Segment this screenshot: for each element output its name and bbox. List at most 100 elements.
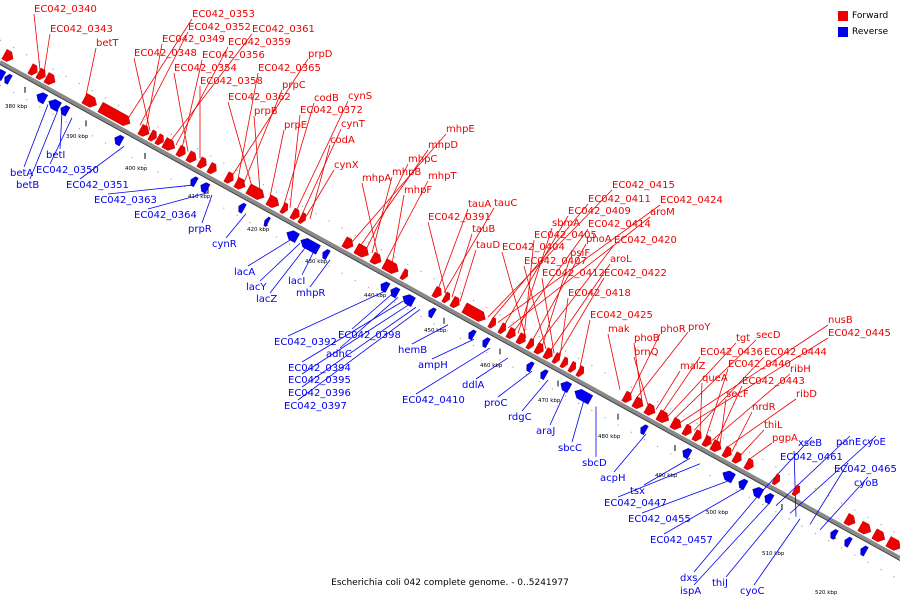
forward-gene — [567, 360, 577, 373]
forward-gene — [461, 302, 486, 322]
forward-gene — [871, 528, 886, 543]
reverse-leader — [613, 433, 647, 473]
reverse-leader — [301, 303, 411, 375]
forward-gene-label: sbmA — [552, 218, 580, 229]
reverse-leader — [225, 213, 247, 239]
forward-leader — [283, 102, 315, 205]
reverse-leader — [351, 293, 393, 330]
reverse-gene — [36, 92, 49, 105]
reverse-gene — [640, 424, 649, 436]
forward-leader — [289, 114, 301, 208]
reverse-leader — [753, 518, 801, 586]
reverse-gene — [526, 361, 535, 373]
forward-gene-label: EC042_0404 — [502, 242, 565, 253]
reverse-gene-label: prpR — [188, 224, 212, 235]
forward-gene — [196, 156, 207, 169]
forward-gene-label: nusB — [828, 315, 853, 326]
reverse-gene-label: mhpR — [296, 288, 325, 299]
legend-label-forward: Forward — [852, 11, 889, 21]
forward-gene-label: EC042_0422 — [604, 268, 667, 279]
reverse-gene — [190, 176, 199, 188]
forward-gene-label: EC042_0436 — [700, 347, 763, 358]
reverse-leader — [793, 450, 797, 517]
tick-label: 490 kbp — [655, 473, 678, 479]
forward-gene — [743, 457, 754, 471]
forward-gene-label: psiF — [570, 248, 590, 259]
forward-leader — [559, 297, 569, 357]
forward-leader — [43, 33, 51, 73]
reverse-gene — [752, 486, 765, 499]
forward-gene — [154, 133, 164, 146]
tick-label: 500 kbp — [706, 510, 729, 516]
reverse-gene — [238, 202, 247, 214]
reverse-leader — [23, 104, 49, 168]
reverse-track-dots — [0, 84, 900, 581]
forward-gene — [369, 251, 382, 265]
forward-leader — [85, 47, 97, 96]
forward-gene — [721, 445, 732, 459]
forward-gene — [487, 316, 497, 329]
forward-gene-label: EC042_0440 — [728, 359, 791, 370]
reverse-gene-label: cyoB — [854, 478, 879, 489]
forward-gene-label: EC042_0353 — [192, 9, 255, 20]
reverse-gene-label: cyoE — [862, 437, 886, 448]
reverse-leader — [259, 243, 301, 282]
reverse-gene-label: xseB — [798, 438, 822, 449]
forward-gene-label: prpB — [254, 106, 278, 117]
forward-leader — [169, 33, 253, 142]
forward-gene-label: EC042_0425 — [590, 310, 653, 321]
forward-gene — [497, 322, 507, 335]
forward-leader — [633, 356, 649, 406]
forward-track-dots — [0, 39, 900, 536]
forward-gene — [533, 342, 544, 355]
reverse-gene — [468, 329, 477, 341]
forward-gene-label: tauB — [472, 224, 495, 235]
forward-gene-label: phoB — [634, 333, 660, 344]
reverse-leader — [693, 502, 771, 586]
reverse-gene — [540, 369, 549, 381]
forward-leader — [715, 385, 743, 443]
forward-gene — [643, 402, 656, 416]
reverse-gene-label: EC042_0395 — [288, 375, 351, 386]
tick-label: 450 kbp — [424, 328, 447, 334]
forward-gene — [575, 365, 585, 378]
reverse-gene-label: EC042_0397 — [284, 401, 347, 412]
reverse-gene — [722, 470, 736, 484]
forward-gene-label: EC042_0409 — [568, 206, 631, 217]
forward-gene — [399, 268, 409, 281]
forward-leader — [693, 356, 765, 431]
forward-gene-label: EC042_0411 — [588, 194, 651, 205]
reverse-gene-label: dxs — [680, 573, 697, 584]
reverse-gene-label: EC042_0410 — [402, 395, 465, 406]
forward-gene-label: EC042_0418 — [568, 288, 631, 299]
forward-leader — [497, 204, 661, 323]
reverse-gene-label: EC042_0394 — [288, 363, 351, 374]
forward-gene — [147, 129, 157, 142]
reverse-gene — [380, 281, 391, 293]
reverse-leader — [497, 370, 533, 398]
forward-leader — [295, 100, 349, 212]
reverse-gene-label: lacA — [234, 267, 255, 278]
reverse-gene-label: lacI — [288, 276, 305, 287]
forward-gene-label: EC042_0445 — [828, 328, 891, 339]
forward-gene-label: EC042_0359 — [228, 37, 291, 48]
forward-gene-label: mhpE — [446, 124, 475, 135]
forward-gene-label: betT — [96, 38, 119, 49]
forward-leader — [133, 57, 151, 131]
forward-gene-label: tgt — [736, 333, 750, 344]
forward-leader — [579, 319, 591, 368]
forward-swatch — [838, 11, 848, 21]
reverse-gene-label: lacY — [246, 282, 267, 293]
forward-gene — [631, 396, 644, 410]
reverse-gene — [48, 99, 62, 112]
legend-label-reverse: Reverse — [852, 27, 889, 37]
reverse-leader — [819, 476, 869, 531]
forward-gene-label: mhpF — [404, 185, 432, 196]
reverse-gene-label: cynR — [212, 239, 237, 250]
forward-gene-label: aroM — [650, 207, 675, 218]
forward-gene-label: cynS — [348, 91, 372, 102]
forward-gene — [43, 72, 56, 85]
forward-gene — [669, 417, 682, 430]
reverse-leader — [521, 379, 549, 412]
